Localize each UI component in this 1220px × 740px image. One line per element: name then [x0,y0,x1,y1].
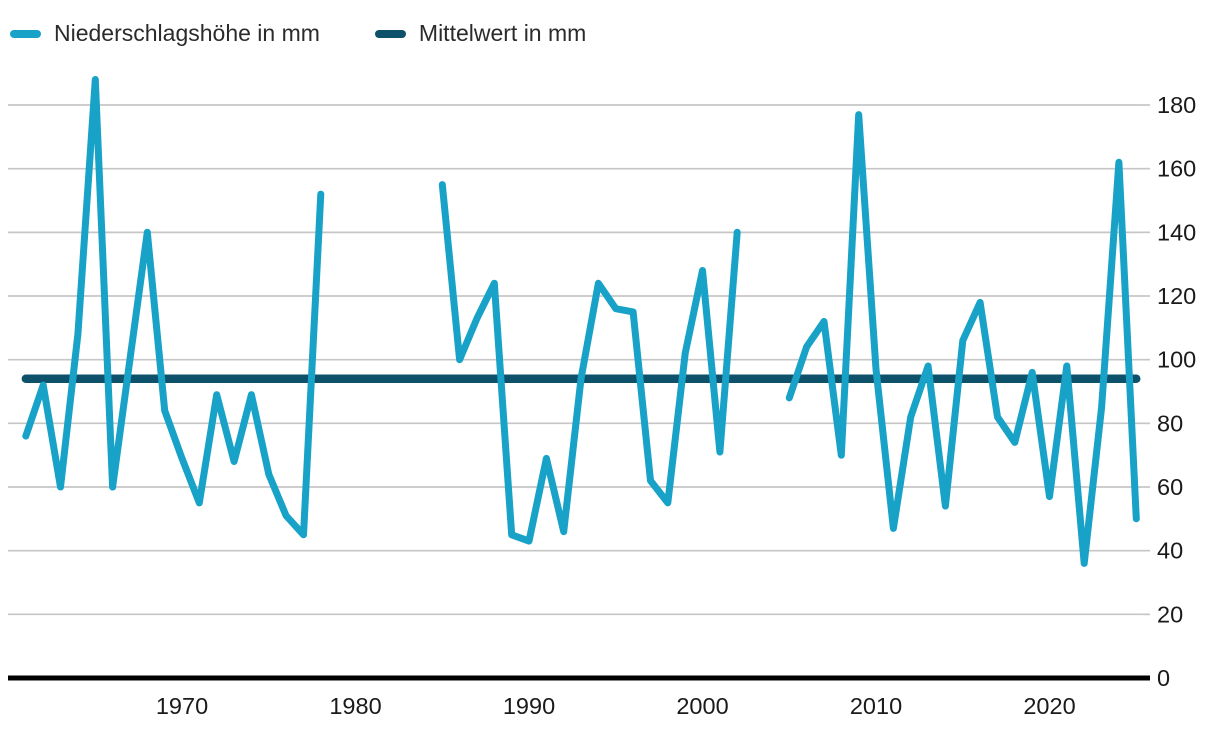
y-tick-label: 180 [1157,92,1196,118]
x-tick-label: 2010 [850,693,902,719]
data-line-segment [22,76,325,539]
x-tick-label: 1990 [503,693,555,719]
y-tick-label: 100 [1157,347,1196,373]
y-tick-label: 140 [1157,219,1196,245]
niederschlag-swatch-icon [10,29,41,38]
y-tick-label: 40 [1157,538,1183,564]
x-tick-label: 2020 [1023,693,1075,719]
chart-legend: Niederschlagshöhe in mm Mittelwert in mm [10,20,586,47]
legend-item-niederschlag: Niederschlagshöhe in mm [10,20,320,47]
data-line-segment [438,181,741,545]
legend-label-mittelwert: Mittelwert in mm [418,20,587,46]
x-tick-label: 1980 [329,693,381,719]
x-tick-label: 2000 [676,693,728,719]
mittelwert-swatch-icon [374,29,406,38]
data-line-segment [785,111,1140,567]
x-tick-label: 1970 [156,693,208,719]
legend-label-niederschlag: Niederschlagshöhe in mm [54,20,320,46]
y-tick-label: 120 [1157,283,1196,309]
y-tick-label: 0 [1157,665,1170,691]
legend-item-mittelwert: Mittelwert in mm [374,20,587,47]
y-tick-label: 80 [1157,410,1183,436]
y-tick-label: 20 [1157,601,1183,627]
y-tick-label: 160 [1157,156,1196,182]
y-tick-label: 60 [1157,474,1183,500]
